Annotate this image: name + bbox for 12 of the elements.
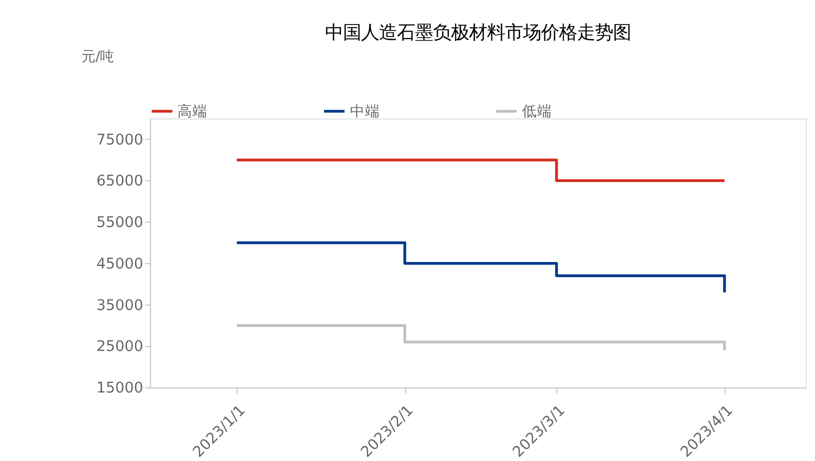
y-tick-label: 65000 (96, 172, 144, 190)
legend-label: 中端 (350, 102, 380, 120)
y-tick-label: 75000 (96, 131, 144, 148)
y-tick-label: 55000 (96, 214, 144, 232)
y-tick-label: 45000 (96, 255, 144, 272)
y-tick-label: 15000 (96, 380, 144, 397)
y-axis-title: 元/吨 (82, 49, 114, 66)
chart-title: 中国人造石墨负极材料市场价格走势图 (324, 22, 631, 44)
legend-label: 低端 (522, 102, 552, 120)
y-tick-label: 35000 (96, 296, 144, 314)
legend-label: 高端 (178, 102, 208, 120)
y-tick-label: 25000 (96, 338, 144, 356)
